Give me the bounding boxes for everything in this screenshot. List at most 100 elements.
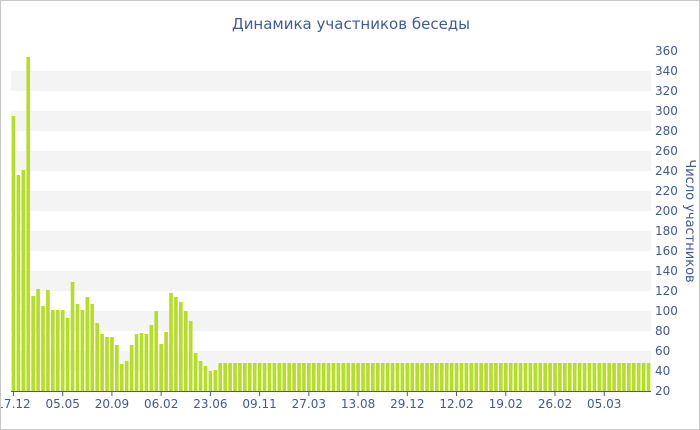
bar <box>105 337 109 391</box>
bar <box>267 363 272 391</box>
bar <box>484 363 488 391</box>
bar <box>513 363 518 391</box>
y-tick-label: 240 <box>655 164 678 178</box>
bar <box>297 363 301 391</box>
bar <box>582 363 587 391</box>
bar <box>425 363 429 391</box>
bar <box>321 363 326 391</box>
bar <box>179 302 183 391</box>
bar <box>70 282 75 391</box>
bar <box>287 363 291 391</box>
bar <box>636 363 641 391</box>
bar <box>272 363 277 391</box>
x-tick-label: 20.09 <box>95 397 129 411</box>
bar <box>100 334 104 391</box>
bar <box>612 363 616 391</box>
bar <box>60 310 65 391</box>
bar <box>444 363 449 391</box>
bar <box>474 363 479 391</box>
x-tick-label: 13.08 <box>341 397 375 411</box>
y-tick-label: 220 <box>655 184 678 198</box>
bar <box>154 311 159 391</box>
bar <box>567 363 572 391</box>
bar <box>124 361 129 391</box>
bar <box>553 363 557 391</box>
y-tick-label: 260 <box>655 144 678 158</box>
bar <box>65 318 70 391</box>
bar <box>238 363 242 391</box>
bar <box>257 363 262 391</box>
grid-band <box>11 231 651 251</box>
y-axis-ticks: 20 40 60 80 100 120 140 160 180 200 220 240 260 280 30… <box>655 44 678 398</box>
bar <box>395 363 400 391</box>
bar <box>129 345 134 391</box>
bar <box>572 363 577 391</box>
bar <box>36 289 40 391</box>
bar <box>159 344 163 391</box>
bar <box>587 363 592 391</box>
y-tick-label: 160 <box>655 244 678 258</box>
bar <box>193 353 198 391</box>
bar <box>459 363 464 391</box>
bar <box>119 364 124 391</box>
bar <box>183 311 188 391</box>
grid-band <box>11 191 651 211</box>
y-tick-label: 180 <box>655 224 678 238</box>
grid-band <box>11 311 651 331</box>
bar <box>528 363 533 391</box>
bar <box>326 363 331 391</box>
bar <box>494 363 498 391</box>
bar <box>518 363 523 391</box>
bar <box>415 363 419 391</box>
bar <box>164 332 168 391</box>
bar <box>110 337 114 391</box>
bar <box>622 363 626 391</box>
y-tick-label: 280 <box>655 124 678 138</box>
y-tick-label: 20 <box>655 384 670 398</box>
y-tick-label: 120 <box>655 284 678 298</box>
bar <box>203 366 208 391</box>
bar <box>134 334 139 391</box>
bar <box>631 363 636 391</box>
chart-title: Динамика участников беседы <box>232 15 470 33</box>
grid-band <box>11 111 651 131</box>
x-tick-label: 05.03 <box>587 397 621 411</box>
bar <box>577 363 582 391</box>
grid-band <box>11 151 651 171</box>
bar <box>11 116 16 391</box>
bar <box>198 361 203 391</box>
x-tick-label: 26.02 <box>538 397 572 411</box>
bar <box>336 363 341 391</box>
y-tick-label: 320 <box>655 84 678 98</box>
bar <box>46 290 50 391</box>
bar <box>563 363 567 391</box>
bar <box>464 363 469 391</box>
x-tick-label: 29.12 <box>390 397 424 411</box>
bar <box>282 363 287 391</box>
bar <box>503 363 508 391</box>
bar <box>247 363 252 391</box>
y-tick-label: 360 <box>655 44 678 58</box>
bar <box>371 363 375 391</box>
y-tick-label: 300 <box>655 104 678 118</box>
bar <box>607 363 611 391</box>
bar <box>169 293 173 391</box>
bar <box>617 363 621 391</box>
bar <box>174 297 178 391</box>
bar <box>489 363 493 391</box>
bar <box>90 304 95 391</box>
bar <box>543 363 547 391</box>
x-tick-label: 27.03 <box>292 397 326 411</box>
x-tick-label: 06.02 <box>144 397 178 411</box>
bar <box>499 363 503 391</box>
bar <box>55 310 60 391</box>
bar <box>410 363 415 391</box>
x-tick-label: 19.02 <box>489 397 523 411</box>
bar <box>592 363 597 391</box>
bar <box>508 363 513 391</box>
bar <box>208 371 213 391</box>
x-tick-label: 12.02 <box>439 397 473 411</box>
y-tick-label: 60 <box>655 344 670 358</box>
